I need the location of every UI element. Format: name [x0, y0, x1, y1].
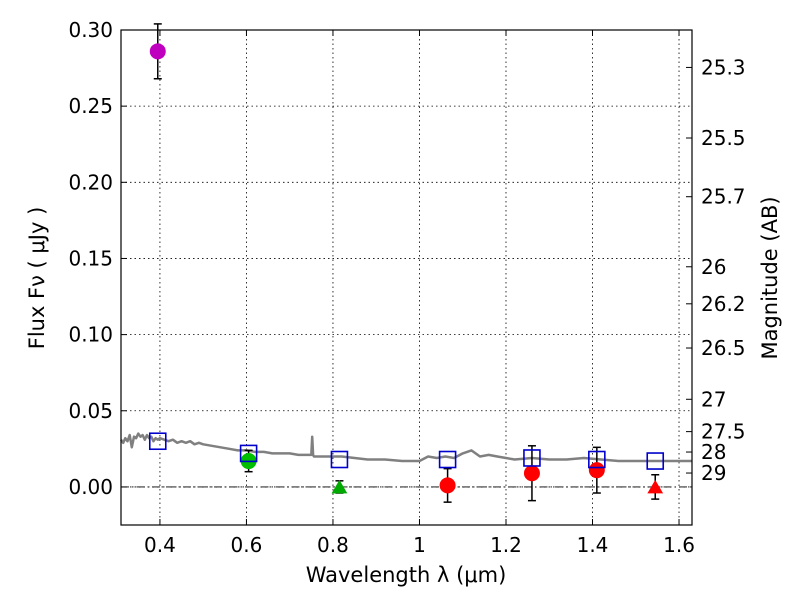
y-tick-label: 0.00: [68, 475, 113, 499]
mag-tick-label: 28: [701, 440, 726, 464]
observation-point: [523, 465, 540, 482]
tick-labels: 0.4 0.6 0.8 1 1.2 1.4 1.6 0.00 0.05 0.10 0.15 0.20 0…: [68, 18, 745, 557]
mag-tick-label: 25.5: [701, 126, 746, 150]
model-photometry-square: [148, 432, 167, 451]
observation-point: [439, 477, 456, 494]
mag-tick-label: 27: [701, 387, 726, 411]
mag-tick-label: 27.5: [701, 420, 746, 444]
model-photometry-square: [438, 450, 457, 469]
y-tick-label: 0.10: [68, 323, 113, 347]
observation-triangle: [331, 479, 348, 494]
y-tick-label: 0.05: [68, 399, 113, 423]
mag-tick-label: 29: [701, 461, 726, 485]
mag-tick-label: 26.2: [701, 292, 746, 316]
model-spectrum-layer: [119, 432, 692, 463]
axis-ticks: [121, 29, 692, 525]
x-tick-label: 0.8: [317, 533, 349, 557]
y-tick-label: 0.20: [68, 170, 113, 194]
observation-point: [149, 43, 166, 60]
grid-lines: [121, 29, 692, 525]
y-tick-label: 0.25: [68, 94, 113, 118]
plot-frame: [120, 29, 693, 526]
error-bars-layer: [153, 23, 660, 503]
mag-tick-label: 26: [701, 255, 726, 279]
x-tick-label: 0.4: [144, 533, 176, 557]
observation-triangle: [647, 479, 664, 494]
x-tick-label: 1.2: [490, 533, 522, 557]
model-spectrum-line: [119, 432, 692, 463]
y-tick-label: 0.15: [68, 246, 113, 270]
x-tick-label: 1.4: [577, 533, 609, 557]
model-photometry-square: [588, 450, 606, 469]
mag-tick-label: 26.5: [701, 336, 746, 360]
observation-points-layer: [149, 43, 664, 494]
observation-point: [588, 462, 605, 479]
model-photometry-square: [523, 449, 541, 467]
y2-axis-title: Magnitude (AB): [758, 196, 782, 359]
x-axis-title: Wavelength λ (μm): [306, 563, 507, 587]
model-photometry-layer: [148, 432, 665, 470]
model-photometry-square: [239, 444, 258, 463]
model-photometry-square: [330, 450, 349, 469]
x-tick-label: 1: [413, 533, 426, 557]
model-photometry-square: [646, 452, 665, 470]
mag-tick-label: 25.3: [701, 55, 746, 79]
mag-tick-label: 25.7: [701, 185, 746, 209]
y-tick-label: 0.30: [68, 18, 113, 42]
x-tick-label: 0.6: [231, 533, 263, 557]
x-tick-label: 1.6: [663, 533, 695, 557]
y-axis-title: Flux Fν ( μJy ): [25, 207, 49, 350]
